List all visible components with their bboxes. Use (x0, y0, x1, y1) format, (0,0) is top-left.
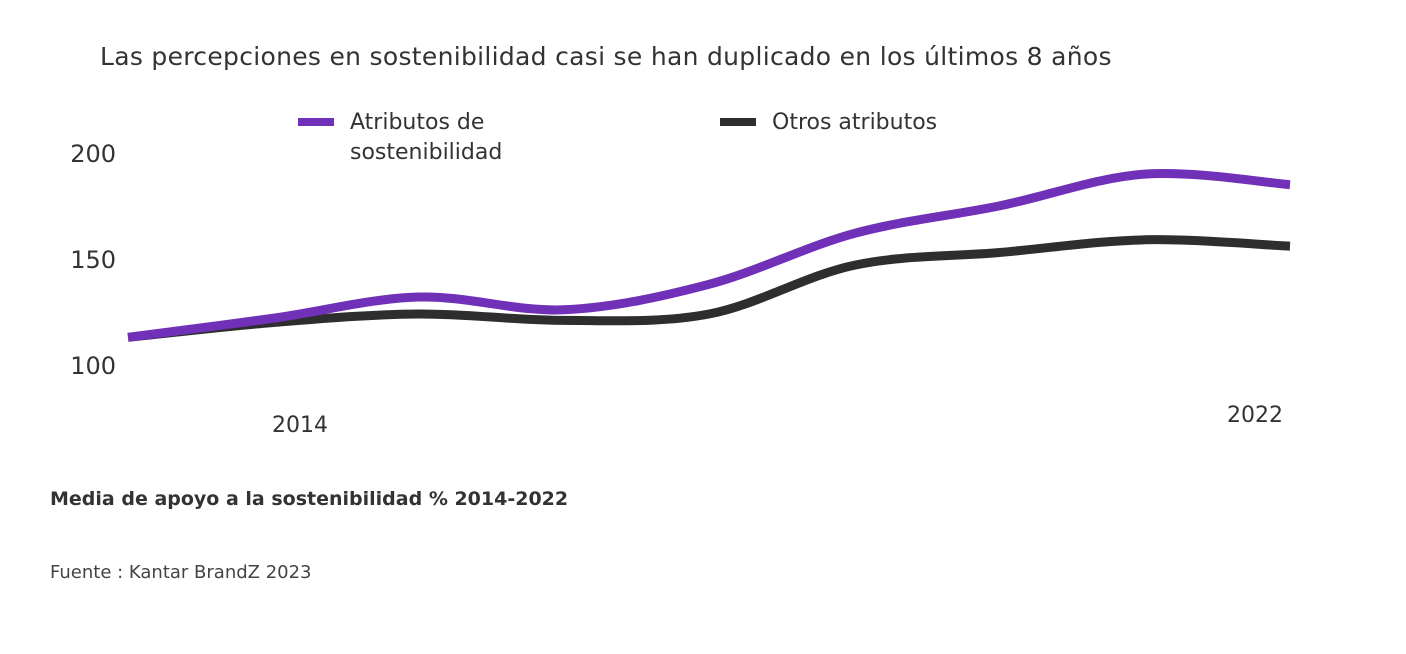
x-tick-label-2022: 2022 (1227, 403, 1283, 428)
chart-subtitle: Media de apoyo a la sostenibilidad % 201… (50, 488, 569, 510)
y-tick-label-200: 200 (70, 140, 116, 168)
y-tick-label-100: 100 (70, 352, 116, 380)
legend-label-sustainability: Atributos de sostenibilidad (350, 110, 503, 165)
x-tick-label-2014: 2014 (272, 413, 328, 438)
y-tick-label-150: 150 (70, 246, 116, 274)
legend-label-others: Otros atributos (772, 110, 938, 135)
legend-swatch-others (720, 118, 756, 126)
series-line-others (127, 235, 1291, 342)
legend-item-others: Otros atributos (720, 108, 937, 138)
chart-title: Las percepciones en sostenibilidad casi … (100, 42, 1112, 71)
legend-item-sustainability: Atributos de sostenibilidad (298, 108, 550, 168)
chart-source: Fuente : Kantar BrandZ 2023 (50, 562, 312, 583)
series-line-sustainability (127, 168, 1291, 342)
legend-swatch-sustainability (298, 118, 334, 126)
